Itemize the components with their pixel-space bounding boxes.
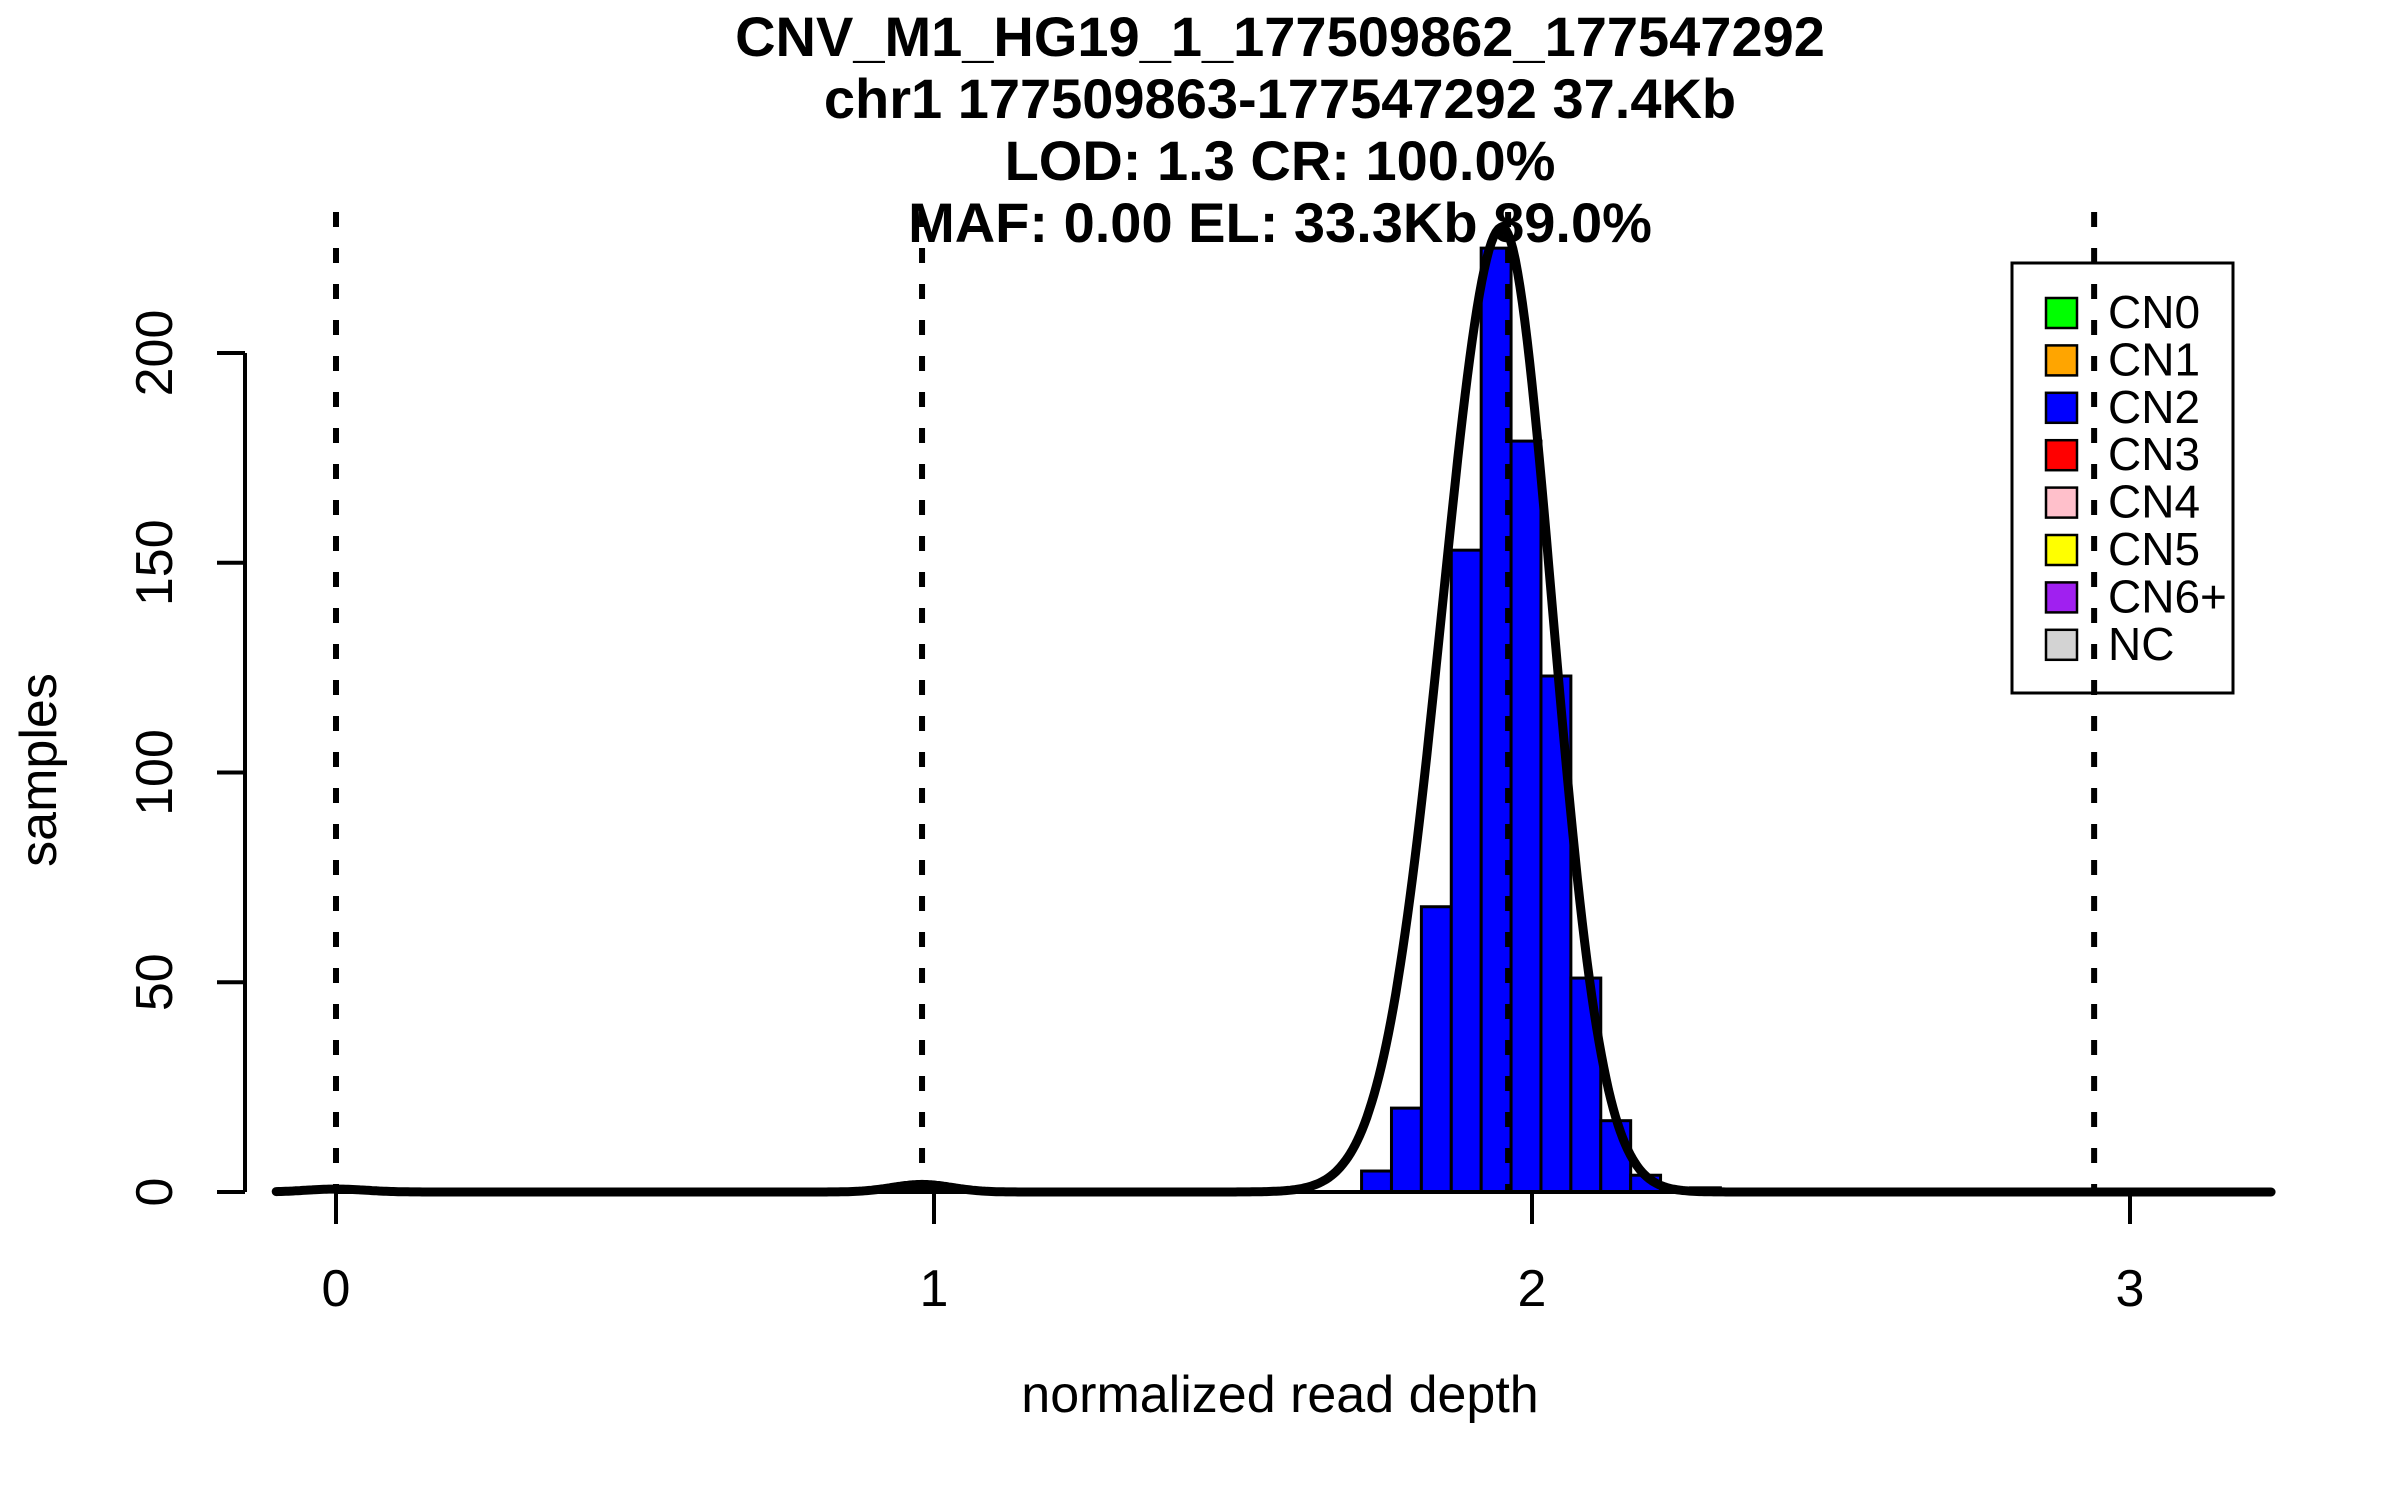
histogram-bar (1449, 548, 1483, 1194)
legend-label: CN1 (2108, 333, 2200, 385)
density-curve (271, 222, 2276, 1197)
histogram-bar (1509, 439, 1543, 1194)
legend-swatch-cn2 (2044, 391, 2079, 425)
x-tick-label: 1 (920, 1260, 949, 1318)
legend-swatch-cn1 (2044, 344, 2079, 377)
x-tick-label: 2 (1518, 1260, 1547, 1318)
legend-label: CN4 (2108, 476, 2200, 528)
legend-swatch-nc (2044, 628, 2079, 662)
legend-swatch-cn3 (2044, 438, 2079, 472)
legend-swatch-cn6plus (2044, 581, 2079, 614)
x-tick-label: 3 (2116, 1260, 2145, 1318)
y-tick-label: 200 (126, 310, 184, 397)
y-tick-label: 150 (126, 519, 184, 606)
chart-title-line-4: MAF: 0.00 EL: 33.3Kb 89.0% (908, 191, 1652, 254)
legend-box (2010, 261, 2235, 695)
x-axis-title: normalized read depth (1021, 1366, 1538, 1424)
chart-title-block: CNV_M1_HG19_1_177509862_177547292 chr1 1… (160, 6, 2400, 254)
histogram-bar (1389, 1106, 1423, 1194)
legend-swatch-cn4 (2044, 486, 2079, 519)
legend-label: CN6+ (2108, 570, 2227, 622)
legend-label: CN2 (2108, 381, 2200, 433)
y-axis-title: samples (10, 673, 68, 867)
histogram-bar (1360, 1169, 1393, 1194)
chart-title-line-3: LOD: 1.3 CR: 100.0% (1004, 129, 1556, 192)
y-tick-label: 100 (126, 729, 184, 816)
x-tick-label: 0 (322, 1260, 351, 1318)
legend-swatch-cn0 (2044, 296, 2079, 330)
legend-label: CN5 (2108, 523, 2200, 575)
chart-title-line-2: chr1 177509863-177547292 37.4Kb (823, 67, 1737, 130)
legend-label: NC (2108, 618, 2174, 670)
histogram-bar (1419, 905, 1453, 1194)
y-tick-label: 0 (126, 1178, 184, 1207)
legend-label: CN3 (2108, 428, 2200, 480)
legend-label: CN0 (2108, 286, 2200, 338)
legend-swatch-cn5 (2044, 533, 2079, 567)
chart-title-line-1: CNV_M1_HG19_1_177509862_177547292 (735, 5, 1825, 68)
y-tick-label: 50 (126, 953, 184, 1011)
